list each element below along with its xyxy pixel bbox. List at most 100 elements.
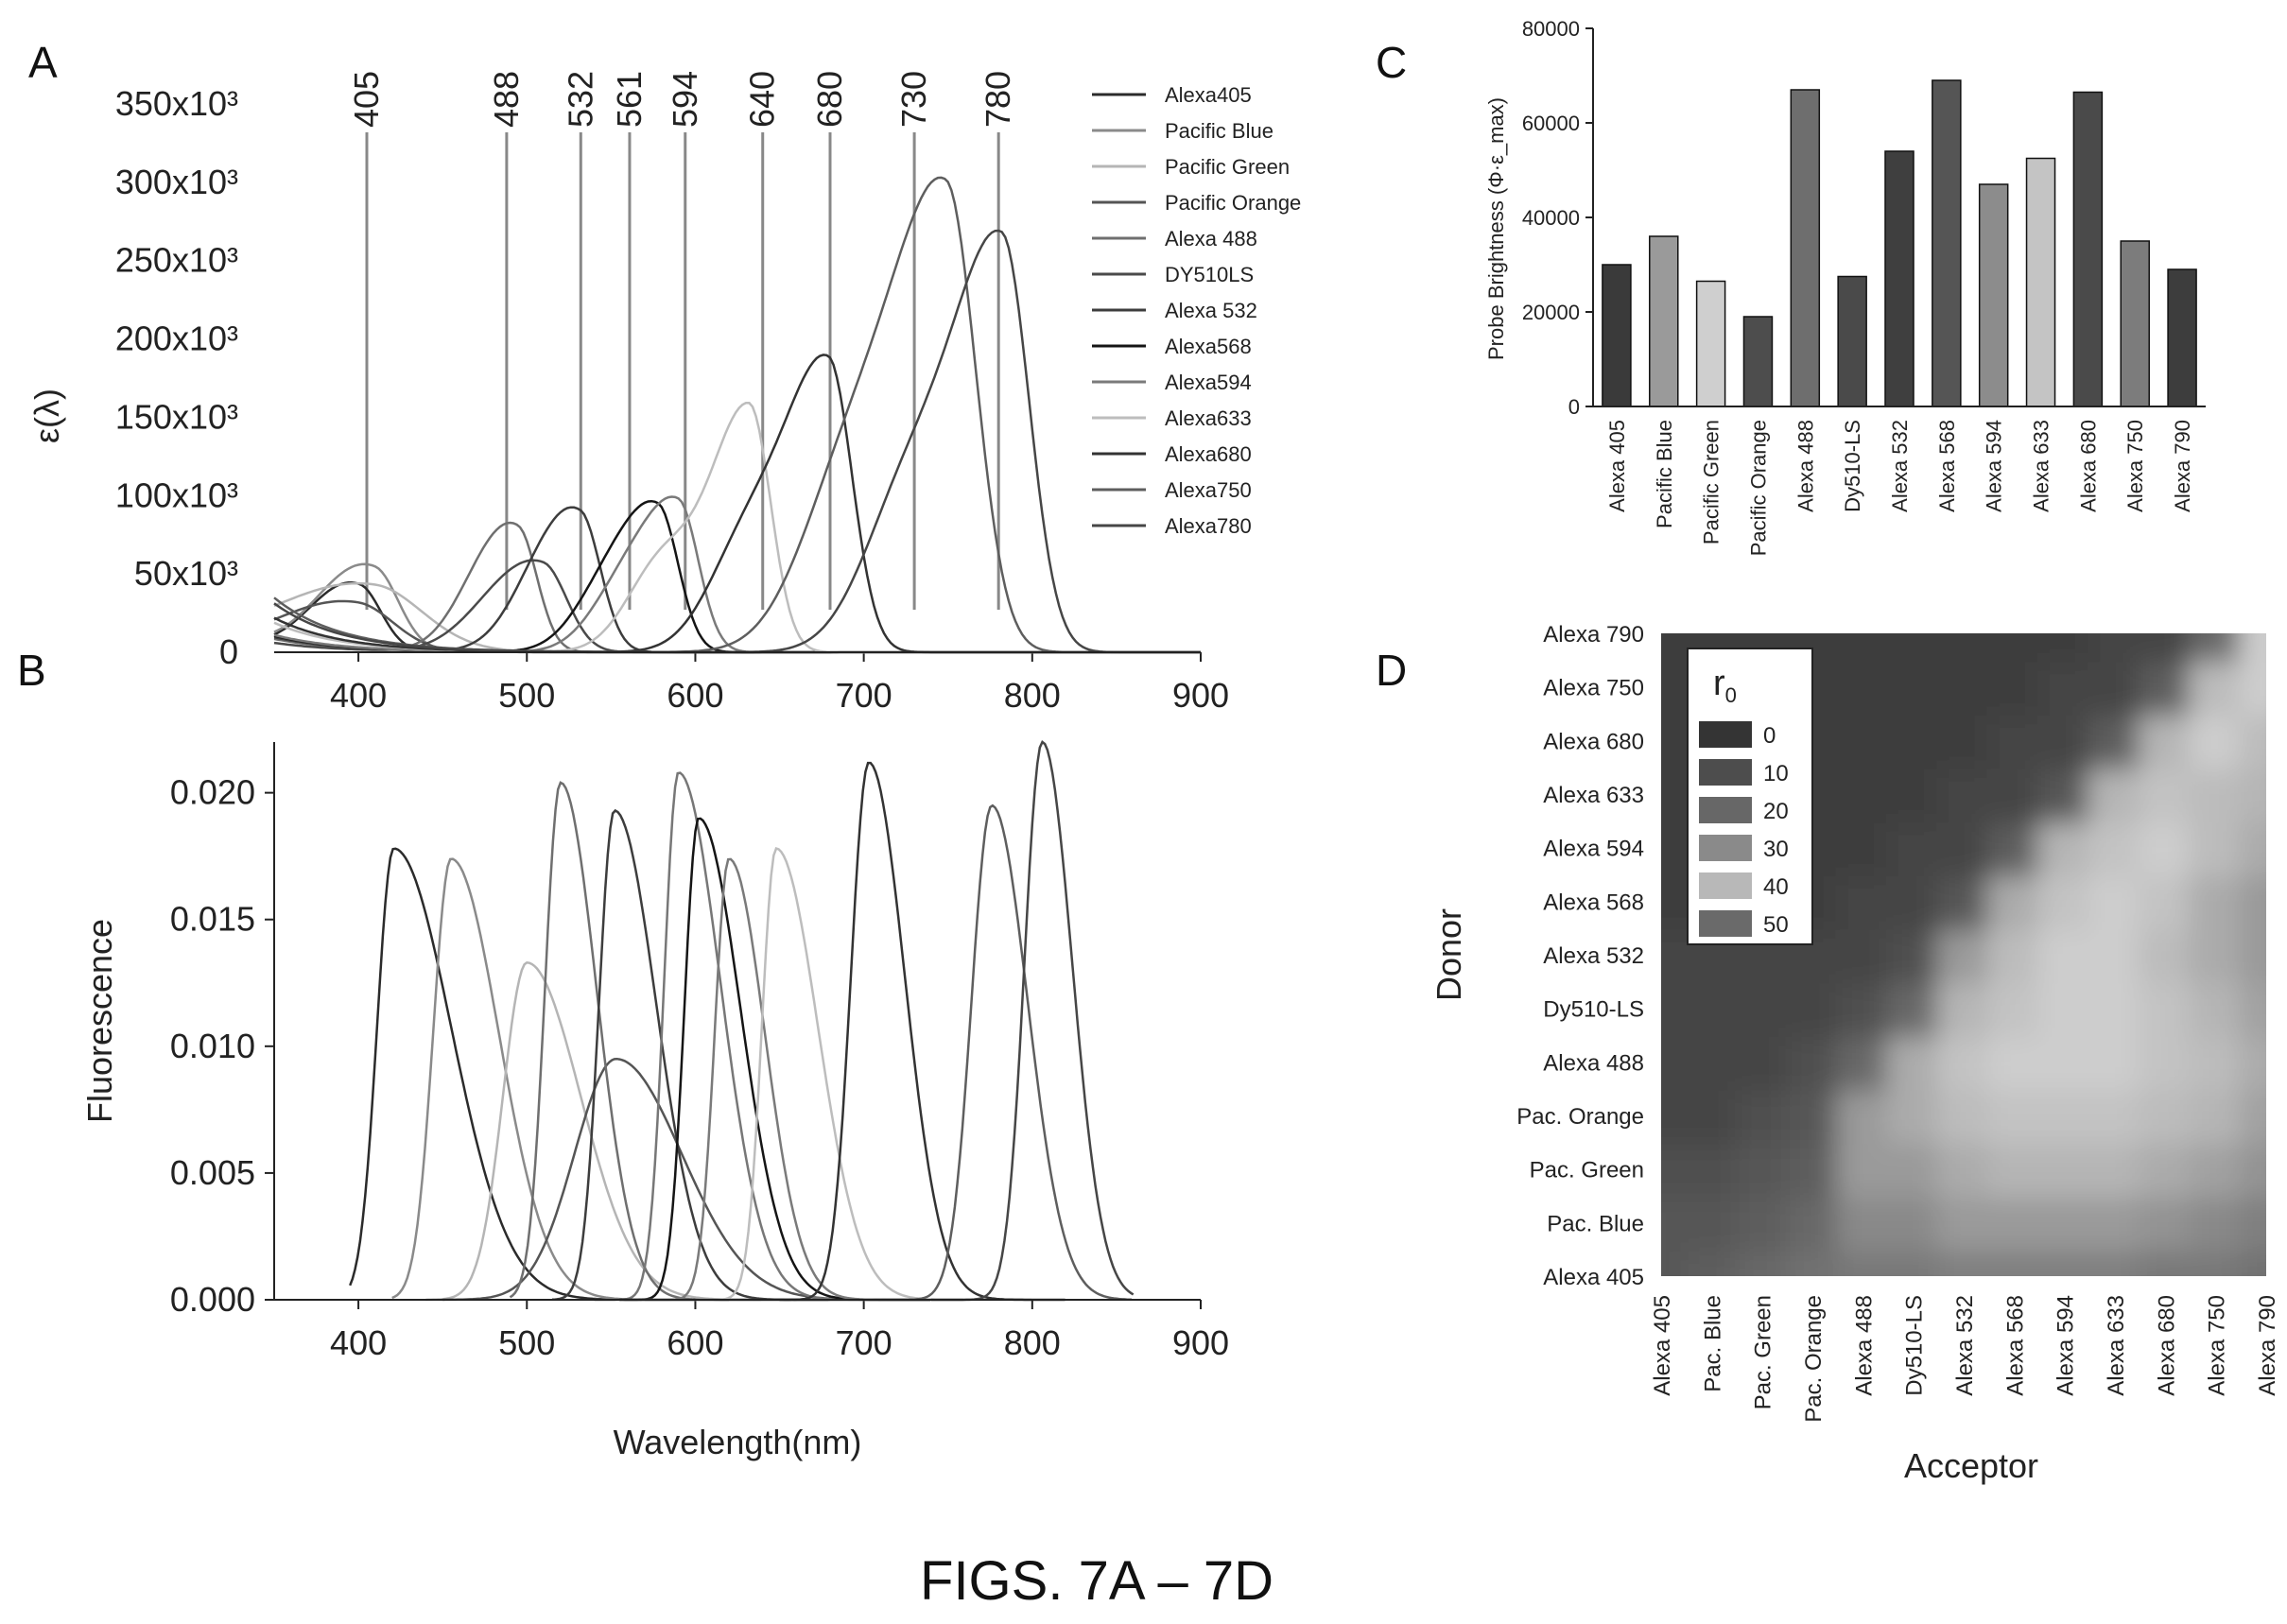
legend-label-alexa750: Alexa750 (1165, 478, 1252, 502)
heatmap-cell (1986, 872, 2041, 930)
panel-c-bars (1602, 79, 2197, 407)
legend-label-alexa633: Alexa633 (1165, 406, 1252, 430)
heatmap-cell (2037, 1033, 2092, 1091)
heatmap-cell (2138, 1194, 2192, 1252)
heatmap-cell (1735, 1247, 1790, 1276)
panel-c-x-ticks: Alexa 405 Pacific Blue Pacific Green Pacifi… (1605, 420, 2194, 556)
panel-d-legend-box (1687, 648, 1813, 945)
heatmap-cell (2088, 925, 2142, 984)
bar-alexa-680 (2072, 91, 2104, 407)
panel-a-x-tick-label: 700 (836, 676, 892, 715)
heatmap-cell (2189, 1086, 2244, 1145)
emission-curve-4 (442, 1057, 930, 1302)
heatmap-cell (2088, 765, 2142, 823)
heatmap-cell (1735, 1140, 1790, 1198)
heatmap-cell (1986, 1194, 2041, 1252)
panel-c: C Probe Brightness (Φ·ε_max) 0 20000 40000… (1376, 17, 2206, 556)
heatmap-cell (2037, 1140, 2092, 1198)
heatmap-cell (2138, 765, 2192, 823)
emission-curve-10 (695, 847, 1031, 1302)
panel-d-y-tick-label: Alexa 488 (1543, 1050, 1644, 1076)
heatmap-cell (2088, 1194, 2142, 1252)
panel-d-legend-title: r0 (1713, 664, 1737, 707)
panel-d-y-ticks: Alexa 405 Pac. Blue Pac. Green Pac. Orange A… (1516, 622, 1644, 1290)
heatmap-cell (2088, 633, 2142, 663)
panel-a-y-tick-label: 300x10³ (115, 163, 238, 201)
heatmap-cell (1936, 819, 1991, 876)
heatmap-cell (1886, 1086, 1941, 1145)
bar-alexa-568 (1932, 79, 1962, 407)
heatmap-cell (1661, 925, 1689, 984)
panel-d-letter: D (1376, 646, 1407, 695)
panel-b-ylabel: Fluorescence (80, 919, 119, 1123)
heatmap-cell (2239, 925, 2266, 984)
heatmap-cell (2037, 1086, 2092, 1145)
panel-d-y-tick-label: Alexa 405 (1543, 1265, 1644, 1290)
panel-a-y-tick-label: 150x10³ (115, 397, 238, 436)
panel-a: A ε(λ) 0 50x10³ 100x10³ 150x10³ 200x10³ 250x1… (27, 38, 1301, 715)
legend-swatch-r0-50 (1699, 910, 1752, 937)
panel-a-letter: A (28, 38, 58, 87)
panel-b-x-tick-label: 700 (836, 1323, 892, 1362)
heatmap-cell (2037, 712, 2092, 769)
heatmap-cell (1986, 979, 2041, 1037)
panel-c-ylabel: Probe Brightness (Φ·ε_max) (1484, 97, 1508, 360)
heatmap-cell (2037, 1247, 2092, 1276)
panel-d-x-tick-label: Alexa 790 (2255, 1295, 2280, 1396)
heatmap-cell (2088, 1247, 2142, 1276)
heatmap-cell (1986, 1086, 2041, 1145)
panel-d-legend: r0 0 10 20 30 40 50 (1687, 648, 1813, 945)
heatmap-cell (1735, 979, 1790, 1037)
heatmap-cell (2138, 1033, 2192, 1091)
panel-d-y-tick-label: Dy510-LS (1543, 997, 1644, 1023)
heatmap-cell (1835, 633, 1890, 663)
heatmap-cell (1835, 925, 1890, 984)
heatmap-cell (1835, 1033, 1890, 1091)
legend-label-alexa-488: Alexa 488 (1165, 227, 1257, 251)
laser-label-561: 561 (610, 71, 649, 128)
legend-label-r0-40: 40 (1763, 874, 1789, 900)
heatmap-cell (2037, 633, 2092, 663)
heatmap-cell (1785, 979, 1840, 1037)
laser-label-780: 780 (979, 71, 1017, 128)
panel-a-x-ticks: 400 500 600 700 800 900 (330, 652, 1229, 715)
heatmap-cell (2037, 658, 2092, 716)
heatmap-cell (1886, 872, 1941, 930)
heatmap-cell (1735, 1086, 1790, 1145)
bar-alexa-633 (2025, 157, 2056, 407)
panel-b-x-tick-label: 500 (498, 1323, 555, 1362)
laser-label-488: 488 (487, 71, 526, 128)
heatmap-cell (2189, 765, 2244, 823)
panel-c-x-tick-label: Alexa 488 (1793, 420, 1817, 512)
legend-label-alexa680: Alexa680 (1165, 442, 1252, 466)
figure-caption: FIGS. 7A – 7D (920, 1550, 1273, 1612)
bar-alexa-790 (2167, 268, 2197, 407)
bar-alexa-594 (1978, 183, 2009, 407)
heatmap-cell (2239, 1033, 2266, 1091)
panel-c-y-ticks: 0 20000 40000 60000 80000 (1522, 17, 1593, 419)
heatmap-cell (1886, 1033, 1941, 1091)
panel-c-y-tick-label: 80000 (1522, 17, 1580, 41)
heatmap-cell (1661, 1086, 1689, 1145)
heatmap-cell (1886, 765, 1941, 823)
heatmap-cell (1986, 1140, 2041, 1198)
heatmap-cell (1936, 1140, 1991, 1198)
heatmap-cell (1661, 712, 1689, 769)
panel-d-x-tick-label: Alexa 568 (2002, 1295, 2028, 1396)
panel-b-x-tick-label: 400 (330, 1323, 387, 1362)
panel-a-y-tick-label: 350x10³ (115, 84, 238, 123)
panel-b-x-tick-label: 800 (1004, 1323, 1061, 1362)
panel-a-curves (273, 176, 1201, 654)
panel-a-laser-lines: 405 488 532 561 594 640 680 730 780 (347, 71, 1017, 610)
emission-curve-12 (863, 803, 1132, 1302)
panel-a-x-tick-label: 600 (667, 676, 723, 715)
heatmap-cell (1684, 1247, 1739, 1276)
heatmap-cell (1661, 633, 1689, 663)
heatmap-cell (2189, 1140, 2244, 1198)
heatmap-cell (1684, 1140, 1739, 1198)
legend-label-r0-20: 20 (1763, 799, 1789, 824)
panel-b-x-ticks: 400 500 600 700 800 900 (330, 1300, 1229, 1362)
heatmap-cell (2037, 925, 2092, 984)
panel-d-ylabel: Donor (1429, 908, 1468, 1001)
